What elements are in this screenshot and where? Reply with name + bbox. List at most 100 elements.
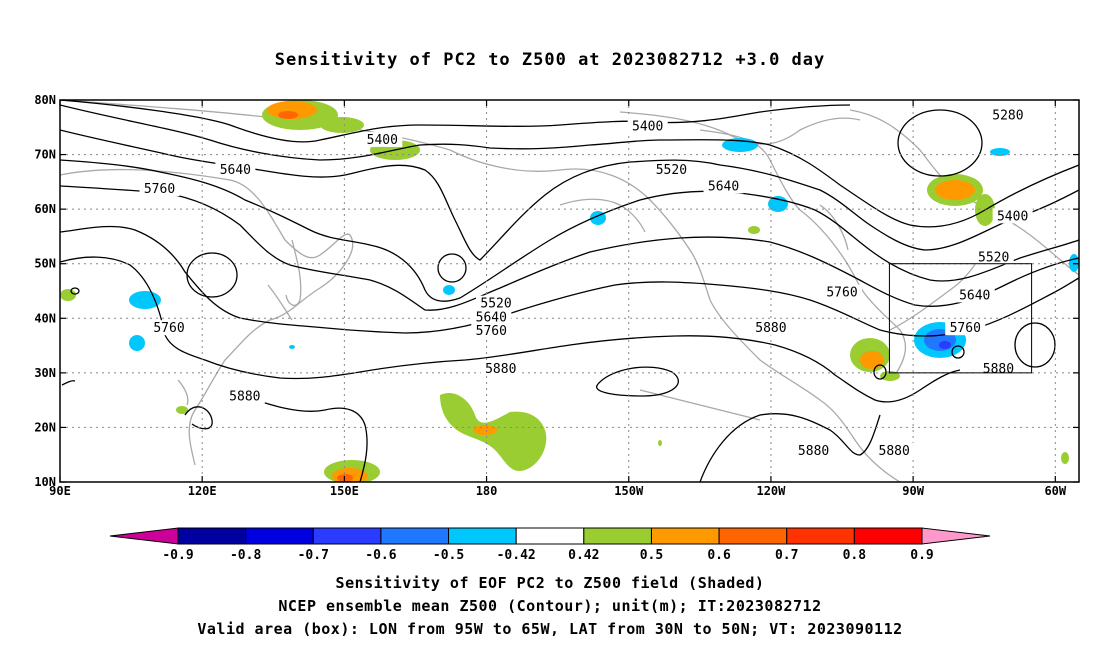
contour-label-bg: [224, 388, 265, 404]
gridlines: [60, 100, 1079, 482]
contour-label-bg: [992, 208, 1033, 224]
colorbar-tick-label: -0.9: [162, 548, 193, 563]
contour-label-bg: [149, 320, 190, 336]
colorbar-tick-label: -0.6: [365, 548, 396, 563]
colorbar-swatch: [786, 527, 855, 545]
contour-label: 5520: [480, 297, 511, 312]
contour-label-bg: [954, 287, 995, 303]
longitude-labels: 90E 120E 150E 180 150W 120W 90W 60W: [49, 484, 1067, 498]
colorbar-swatch: [380, 527, 450, 545]
contour-label-bg: [362, 131, 403, 147]
contour-label-bg: [874, 442, 915, 458]
contour-label-bg: [471, 322, 512, 338]
contour-label: 5640: [708, 179, 739, 194]
z500-contours: [60, 100, 1079, 482]
contour-label: 5880: [485, 362, 516, 377]
contour-label: 5880: [755, 321, 786, 336]
lon-tick-label: 90W: [902, 484, 924, 498]
coastlines: [60, 100, 1079, 482]
contour-label: 5520: [978, 250, 1009, 265]
contour-label: 5640: [476, 310, 507, 325]
lat-tick-label: 30N: [34, 366, 56, 380]
colorbar-high-arrow: [921, 527, 991, 545]
contour-label-bg: [215, 161, 256, 177]
valid-area-box: [888, 263, 1033, 374]
lon-tick-label: 60W: [1044, 484, 1066, 498]
contour-label: 5760: [144, 182, 175, 197]
contour-label-bg: [139, 181, 180, 197]
colorbar: [109, 527, 991, 545]
colorbar-tick-label: 0.9: [910, 548, 933, 563]
contour-label: 5760: [826, 286, 857, 301]
contour-label: 5280: [992, 108, 1023, 123]
colorbar-swatch: [177, 527, 247, 545]
contour-label: 5880: [229, 389, 260, 404]
caption-contour: NCEP ensemble mean Z500 (Contour); unit(…: [278, 597, 822, 615]
lon-tick-label: 180: [476, 484, 498, 498]
lon-tick-label: 120W: [756, 484, 786, 498]
lat-tick-label: 50N: [34, 257, 56, 271]
colorbar-tick-label: 0.8: [843, 548, 867, 563]
lon-tick-label: 150W: [614, 484, 644, 498]
lon-tick-label: 120E: [188, 484, 217, 498]
colorbar-tick-label: 0.7: [775, 548, 798, 563]
contour-label-bg: [651, 161, 692, 177]
contour-label-bg: [973, 249, 1014, 265]
lat-tick-label: 70N: [34, 148, 56, 162]
colorbar-tick-label: -0.7: [298, 548, 329, 563]
colorbar-swatch: [853, 527, 923, 545]
map-plot-area: 5280540054005400552055205520564056405640…: [60, 100, 1079, 482]
contour-label: 5640: [959, 288, 990, 303]
caption-shaded: Sensitivity of EOF PC2 to Z500 field (Sh…: [335, 574, 765, 592]
lat-tick-label: 40N: [34, 311, 56, 325]
contour-label-bg: [476, 295, 517, 311]
colorbar-tick-label: -0.8: [230, 548, 261, 563]
latitude-labels: 10N 20N 30N 40N 50N 60N 70N 80N: [34, 93, 56, 489]
colorbar-swatch: [718, 527, 788, 545]
contour-label-bg: [703, 178, 744, 194]
colorbar-swatch: [515, 527, 585, 545]
colorbar-swatch: [245, 527, 314, 545]
contour-label-bg: [471, 309, 512, 325]
plot-frame: [59, 99, 1080, 483]
contour-label: 5400: [367, 133, 398, 148]
contour-label-bg: [822, 284, 863, 300]
contour-label-bg: [945, 320, 986, 336]
lat-tick-label: 10N: [34, 475, 56, 489]
contour-label: 5760: [950, 321, 981, 336]
contour-label: 5880: [879, 444, 910, 459]
colorbar-tick-label: -0.5: [433, 548, 464, 563]
lat-tick-label: 60N: [34, 202, 56, 216]
lat-tick-label: 20N: [34, 420, 56, 434]
colorbar-swatch: [650, 527, 720, 545]
colorbar-swatch: [583, 527, 652, 545]
colorbar-tick-label: 0.42: [568, 548, 599, 563]
contour-label: 5880: [798, 444, 829, 459]
contour-label: 5760: [476, 324, 507, 339]
contour-label: 5880: [983, 362, 1014, 377]
contour-label-bg: [750, 320, 791, 336]
lon-tick-label: 150E: [330, 484, 359, 498]
contour-label: 5760: [153, 321, 184, 336]
colorbar-tick-label: -0.42: [497, 548, 536, 563]
contour-labels: 5280540054005400552055205520564056405640…: [139, 107, 1033, 459]
colorbar-tick-label: 0.6: [707, 548, 731, 563]
chart-title: Sensitivity of PC2 to Z500 at 2023082712…: [274, 50, 826, 70]
colorbar-labels: -0.9 -0.8 -0.7 -0.6 -0.5 -0.42 0.42 0.5 0.6 0.7 0.…: [162, 548, 933, 563]
contour-label-bg: [987, 107, 1028, 123]
caption-valid-area: Valid area (box): LON from 95W to 65W, L…: [197, 620, 903, 638]
colorbar-tick-label: 0.5: [640, 548, 663, 563]
colorbar-swatch: [448, 527, 517, 545]
colorbar-low-arrow: [109, 527, 179, 545]
lon-tick-label: 90E: [49, 484, 71, 498]
lat-tick-label: 80N: [34, 93, 56, 107]
contour-label-bg: [480, 361, 521, 377]
contour-label-bg: [627, 118, 668, 134]
contour-label: 5640: [220, 163, 251, 178]
axis-ticks: [59, 99, 1079, 483]
colorbar-swatch: [312, 527, 382, 545]
contour-label: 5520: [656, 163, 687, 178]
contour-label-bg: [793, 442, 834, 458]
contour-label: 5400: [997, 209, 1028, 224]
